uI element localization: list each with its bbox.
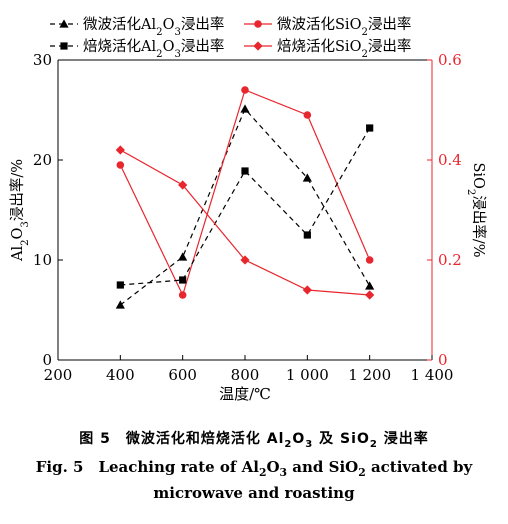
legend-item-roasting-sio2: 焙烧活化SiO2浸出率	[244, 38, 411, 60]
y-right-tick-label: 0.6	[438, 51, 462, 69]
data-point-microwave-al2o3	[302, 173, 312, 182]
legend-item-microwave-al2o3: 微波活化Al2O3浸出率	[50, 16, 224, 38]
data-point-roasting-al2o3	[241, 167, 249, 175]
data-point-microwave-al2o3	[240, 104, 250, 113]
series-roasting-al2o3	[116, 124, 374, 289]
legend-marker-triangle	[59, 19, 69, 28]
x-axis-title: 温度/℃	[219, 385, 271, 403]
data-point-microwave-sio2	[365, 256, 374, 264]
legend-label: 微波活化Al2O3浸出率	[83, 16, 224, 38]
data-point-roasting-sio2	[240, 255, 250, 265]
y-left-tick-label: 20	[33, 151, 52, 169]
data-point-roasting-sio2	[302, 285, 312, 295]
series-microwave-al2o3	[115, 104, 375, 309]
x-tick-label: 1 400	[411, 366, 454, 384]
data-point-microwave-al2o3	[365, 281, 375, 290]
y-right-tick-label: 0.4	[438, 151, 462, 169]
y-right-tick-label: 0.2	[438, 251, 462, 269]
series-line-microwave-al2o3	[119, 107, 371, 306]
data-point-microwave-al2o3	[115, 300, 125, 309]
legend-item-roasting-al2o3: 焙烧活化Al2O3浸出率	[50, 38, 224, 60]
legend-label: 焙烧活化Al2O3浸出率	[83, 38, 224, 60]
data-point-microwave-sio2	[116, 161, 125, 169]
y-axis-right-title: SiO2浸出率/%	[466, 162, 488, 257]
y-axis-right: 0 0.2 0.4 0.6	[427, 51, 462, 369]
y-left-tick-label: 30	[33, 51, 52, 69]
y-axis-left-title: Al2O3浸出率/%	[9, 159, 31, 262]
y-left-tick-label: 10	[33, 251, 52, 269]
data-point-roasting-al2o3	[179, 276, 187, 284]
x-tick-label: 200	[44, 366, 73, 384]
figure-caption-cn: 图 5 微波活化和焙烧活化 Al2O3 及 SiO2 浸出率	[79, 431, 429, 450]
x-tick-label: 800	[231, 366, 260, 384]
legend-marker-circle	[254, 20, 262, 28]
x-tick-label: 1 000	[286, 366, 329, 384]
figure-caption-en-line1: Fig. 5 Leaching rate of Al2O3 and SiO2 a…	[35, 458, 473, 479]
data-point-roasting-al2o3	[303, 231, 311, 239]
x-tick-label: 400	[106, 366, 135, 384]
dual-axis-line-chart: 200 400 600 800 1 000 1 200 1 400 0 10 20 30 0 0.2…	[9, 16, 487, 403]
x-tick-label: 600	[168, 366, 197, 384]
data-point-roasting-al2o3	[366, 124, 374, 132]
data-point-microwave-sio2	[303, 111, 312, 119]
figure-caption-en-line2: microwave and roasting	[153, 484, 355, 502]
data-point-roasting-sio2	[115, 145, 125, 155]
legend-marker-square	[60, 42, 68, 50]
x-tick-label: 1 200	[348, 366, 391, 384]
legend-label: 焙烧活化SiO2浸出率	[277, 38, 411, 60]
series-roasting-sio2	[115, 145, 375, 300]
series-layer	[115, 86, 375, 309]
y-right-tick-label: 0	[438, 351, 448, 369]
axis-titles: 温度/℃ Al2O3浸出率/% SiO2浸出率/%	[9, 159, 487, 403]
series-microwave-sio2	[116, 86, 374, 299]
data-point-microwave-sio2	[241, 86, 249, 94]
data-point-roasting-sio2	[178, 180, 188, 190]
data-point-roasting-sio2	[365, 290, 375, 300]
x-axis: 200 400 600 800 1 000 1 200 1 400	[44, 355, 454, 384]
data-point-roasting-al2o3	[116, 281, 124, 289]
y-left-tick-label: 0	[42, 351, 52, 369]
y-axis-left: 0 10 20 30	[33, 51, 63, 369]
data-point-microwave-al2o3	[178, 252, 188, 261]
series-line-roasting-al2o3	[120, 127, 371, 286]
legend-label: 微波活化SiO2浸出率	[277, 16, 411, 38]
legend-marker-diamond	[253, 41, 263, 51]
data-point-microwave-sio2	[178, 291, 187, 299]
legend-item-microwave-sio2: 微波活化SiO2浸出率	[244, 16, 411, 38]
